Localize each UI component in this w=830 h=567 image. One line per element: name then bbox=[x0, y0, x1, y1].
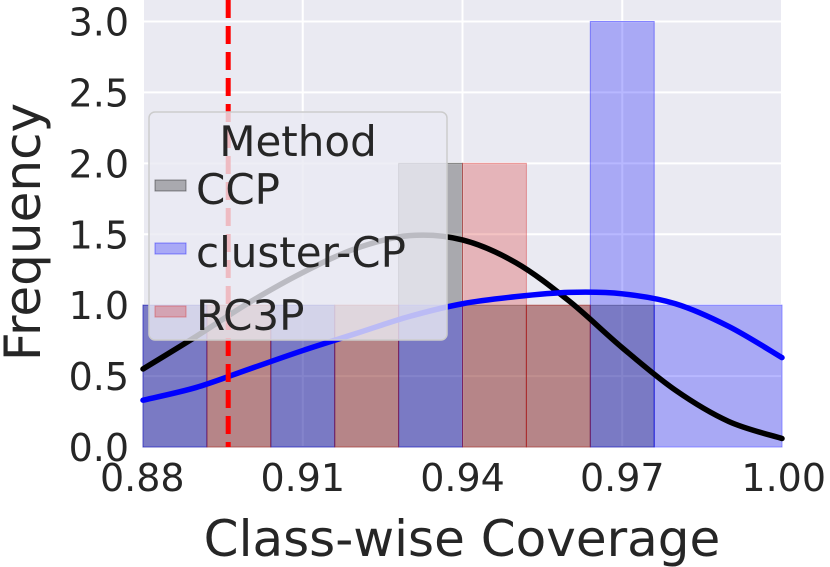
x-axis-title: Class-wise Coverage bbox=[204, 510, 721, 567]
y-tick-label-4: 2.0 bbox=[69, 142, 129, 186]
legend-label-cluster-cp: cluster-CP bbox=[196, 228, 406, 277]
cluster-cp-bar-4 bbox=[653, 304, 783, 448]
x-tick-label-2: 0.94 bbox=[420, 456, 505, 500]
legend-label-ccp: CCP bbox=[196, 165, 280, 214]
legend: Method CCP cluster-CP RC3P bbox=[148, 111, 448, 341]
rc3p-bar-2 bbox=[462, 162, 527, 448]
histogram-bars bbox=[142, 21, 783, 448]
y-tick-label-0: 0.0 bbox=[69, 426, 129, 470]
y-tick-label-6: 3.0 bbox=[69, 1, 129, 45]
x-tick-label-0: 0.88 bbox=[100, 456, 185, 500]
cluster-cp-kde-line bbox=[140, 289, 785, 403]
y-tick-label-5: 2.5 bbox=[69, 71, 129, 115]
cluster-cp-bar-3 bbox=[589, 21, 655, 448]
legend-swatch-cluster-cp bbox=[154, 242, 187, 255]
y-tick-labels: 0.0 0.5 1.0 1.5 2.0 2.5 3.0 bbox=[69, 1, 129, 471]
x-tick-label-3: 0.97 bbox=[580, 456, 665, 500]
x-tick-label-4: 1.00 bbox=[741, 456, 826, 500]
y-axis-title: Frequency bbox=[0, 103, 52, 361]
legend-swatch-ccp bbox=[154, 179, 187, 192]
y-tick-label-2: 1.0 bbox=[69, 284, 129, 328]
y-tick-label-3: 1.5 bbox=[69, 213, 129, 257]
x-tick-labels: 0.88 0.91 0.94 0.97 1.00 bbox=[100, 456, 826, 500]
ccp-bar-6 bbox=[525, 304, 591, 448]
x-tick-label-1: 0.91 bbox=[260, 456, 345, 500]
legend-label-rc3p: RC3P bbox=[196, 291, 304, 340]
legend-entries: CCP cluster-CP RC3P bbox=[154, 165, 406, 340]
legend-swatch-rc3p bbox=[154, 305, 187, 318]
y-tick-label-1: 0.5 bbox=[69, 355, 129, 399]
rc3p-bar-3 bbox=[525, 304, 591, 448]
legend-box bbox=[148, 111, 448, 341]
legend-title: Method bbox=[219, 117, 377, 166]
ccp-bar-5 bbox=[462, 304, 527, 448]
